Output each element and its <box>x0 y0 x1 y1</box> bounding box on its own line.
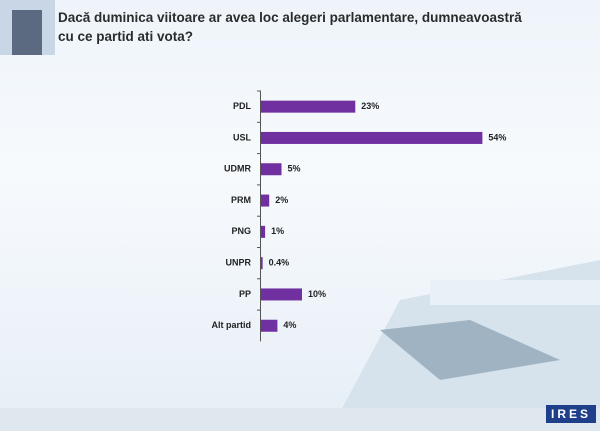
bar <box>261 319 278 332</box>
bar <box>261 257 263 270</box>
footer-strip <box>0 408 600 431</box>
value-label: 1% <box>271 226 284 236</box>
logo: IRES <box>545 405 596 423</box>
value-label: 54% <box>488 132 506 142</box>
value-label: 23% <box>361 101 379 111</box>
category-label: PP <box>239 289 251 299</box>
bar <box>261 100 356 113</box>
category-label: PDL <box>233 101 252 111</box>
chart-title: Dacă duminica viitoare ar avea loc alege… <box>58 10 522 44</box>
value-label: 10% <box>308 289 326 299</box>
bar <box>261 194 270 207</box>
category-label: PRM <box>231 195 251 205</box>
category-label: UDMR <box>224 164 251 174</box>
value-label: 2% <box>275 195 288 205</box>
value-label: 0.4% <box>269 258 290 268</box>
bar <box>261 288 302 301</box>
value-label: 5% <box>288 164 301 174</box>
value-label: 4% <box>283 320 296 330</box>
category-label: Alt partid <box>212 320 252 330</box>
windows <box>430 280 600 305</box>
bar <box>261 225 266 238</box>
photo-figure <box>12 10 42 55</box>
category-label: USL <box>233 132 252 142</box>
category-label: UNPR <box>225 258 251 268</box>
table <box>380 320 560 380</box>
bar <box>261 163 282 176</box>
bar <box>261 131 483 144</box>
category-label: PNG <box>231 226 251 236</box>
